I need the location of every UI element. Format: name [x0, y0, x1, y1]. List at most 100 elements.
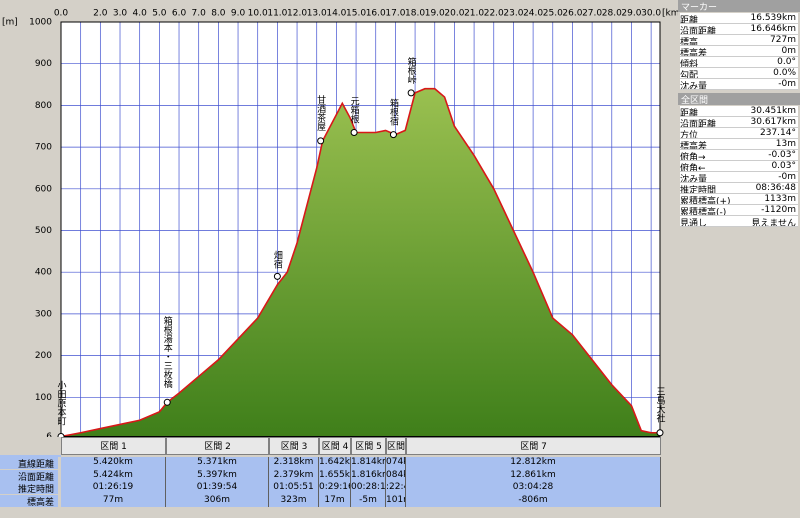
section-value: 2.379km	[269, 469, 319, 482]
annotation-marker	[656, 429, 664, 437]
panel-label: 距離	[680, 106, 732, 117]
annotation-marker	[350, 129, 358, 137]
x-tick-label: 13.0	[307, 9, 327, 19]
panel-value: -0m	[732, 79, 798, 90]
section-value: 074km	[386, 457, 406, 470]
annotation-label: 箱根湯本・三枚橋	[162, 315, 173, 389]
section-value: 2.318km	[269, 457, 319, 470]
section-value: 5.424km	[61, 469, 166, 482]
section-value: -806m	[406, 494, 661, 507]
y-tick-label: 200	[35, 351, 52, 361]
section-value: 323m	[269, 494, 319, 507]
panel-label: 推定時間	[680, 183, 732, 194]
y-tick-label: 100	[35, 393, 52, 403]
panel-label: 標高差	[680, 46, 732, 57]
annotation-label: 小田原本町	[56, 380, 67, 425]
section-value: 12.861km	[406, 469, 661, 482]
annotation-label: 箱根宿	[388, 98, 399, 127]
annotation-label: 元箱根	[349, 97, 360, 125]
x-tick-label: 4.0	[133, 9, 148, 19]
x-tick-label: 26.0	[562, 9, 582, 19]
x-tick-label: 22.0	[484, 9, 504, 19]
elevation-area	[61, 88, 660, 437]
x-tick-label: 18.0	[405, 9, 425, 19]
annotation-marker	[57, 433, 65, 437]
panel-value: -0.03°	[732, 150, 798, 161]
panel-value: 30.451km	[732, 106, 798, 117]
panel-header: 全区間	[678, 93, 800, 105]
chart: [m] [km] 0.0 2.0 3.0 4.0 5.0 6.0 7.0 8.0 9.010.0…	[2, 9, 678, 437]
panel-value: 0.0°	[732, 57, 798, 68]
row-label: 標高差	[0, 494, 58, 507]
table-left-bg	[0, 455, 61, 457]
annotation-label: 箱根峠	[406, 56, 417, 85]
panel-label: 見通し	[680, 216, 732, 227]
section-value: :22:4	[386, 482, 406, 495]
section-value: -5m	[351, 494, 386, 507]
x-tick-label: 27.0	[582, 9, 602, 19]
y-tick-label: 6	[46, 432, 52, 437]
panel-value: 0.0%	[732, 68, 798, 79]
section-header: 区間 7	[406, 437, 661, 455]
section-value: 17m	[319, 494, 351, 507]
row-label: 沿面距離	[0, 469, 58, 482]
section-value: 5.397km	[166, 469, 269, 482]
section-value: 1.814km	[351, 457, 386, 470]
y-unit: [m]	[2, 18, 18, 28]
annotation-marker	[273, 272, 281, 280]
panel-label: 標高差	[680, 139, 732, 150]
x-tick-label: 5.0	[152, 9, 167, 19]
section-value: 01:39:54	[166, 482, 269, 495]
section-value: 77m	[61, 494, 166, 507]
x-tick-label: 7.0	[192, 9, 207, 19]
annotation-label: 甘酒茶屋	[315, 94, 326, 132]
section-header: 区間 1	[61, 437, 166, 455]
panel-value: 1133m	[732, 194, 798, 205]
section-value: 5.420km	[61, 457, 166, 470]
panel-label: 沿面距離	[680, 24, 732, 35]
panel-label: 傾斜	[680, 57, 732, 68]
panel-label: 俯角→	[680, 150, 732, 161]
y-tick-label: 600	[35, 184, 52, 194]
section-value: 1.816km	[351, 469, 386, 482]
panel-label: 距離	[680, 13, 732, 24]
x-tick-label: 21.0	[464, 9, 484, 19]
section-header: 区間 2	[166, 437, 269, 455]
panel-value: 13m	[732, 139, 798, 150]
section-value: 01:26:19	[61, 482, 166, 495]
x-tick-label: 8.0	[211, 9, 226, 19]
x-tick-label: 2.0	[93, 9, 108, 19]
panel-label: 沈み量	[680, 172, 732, 183]
section-value: 00:28:14	[351, 482, 386, 495]
x-tick-label: 20.0	[444, 9, 464, 19]
annotation-marker	[163, 398, 171, 406]
plot-frame	[60, 21, 661, 437]
y-tick-label: 800	[35, 101, 52, 111]
annotation-label: 三島大社	[655, 387, 666, 424]
panel-label: 勾配	[680, 68, 732, 79]
section-value: 1.655km	[319, 469, 351, 482]
panel-value: -1120m	[732, 205, 798, 216]
panel-value: 0.03°	[732, 161, 798, 172]
x-unit: [km]	[662, 9, 678, 19]
x-tick-label: 0.0	[54, 9, 69, 19]
panel-value: -0m	[732, 172, 798, 183]
section-header: 区間 3	[269, 437, 319, 455]
x-tick-label: 11.0	[267, 9, 287, 19]
section-value: 084km	[386, 469, 406, 482]
section-value: 1.642km	[319, 457, 351, 470]
y-tick-label: 500	[35, 226, 52, 236]
panel-header: マーカー	[678, 0, 800, 12]
row-label: 直線距離	[0, 457, 58, 469]
x-tick-label: 30.0	[641, 9, 661, 19]
section-value: 01:05:51	[269, 482, 319, 495]
panel-label: 沈み量	[680, 79, 732, 90]
panel-value: 727m	[732, 35, 798, 46]
panel-value: 237.14°	[732, 128, 798, 139]
panel-label: 俯角←	[680, 161, 732, 172]
x-tick-label: 25.0	[543, 9, 563, 19]
panel-label: 累積標高(-)	[680, 205, 732, 216]
y-tick-label: 400	[35, 268, 52, 278]
y-tick-label: 300	[35, 309, 52, 319]
